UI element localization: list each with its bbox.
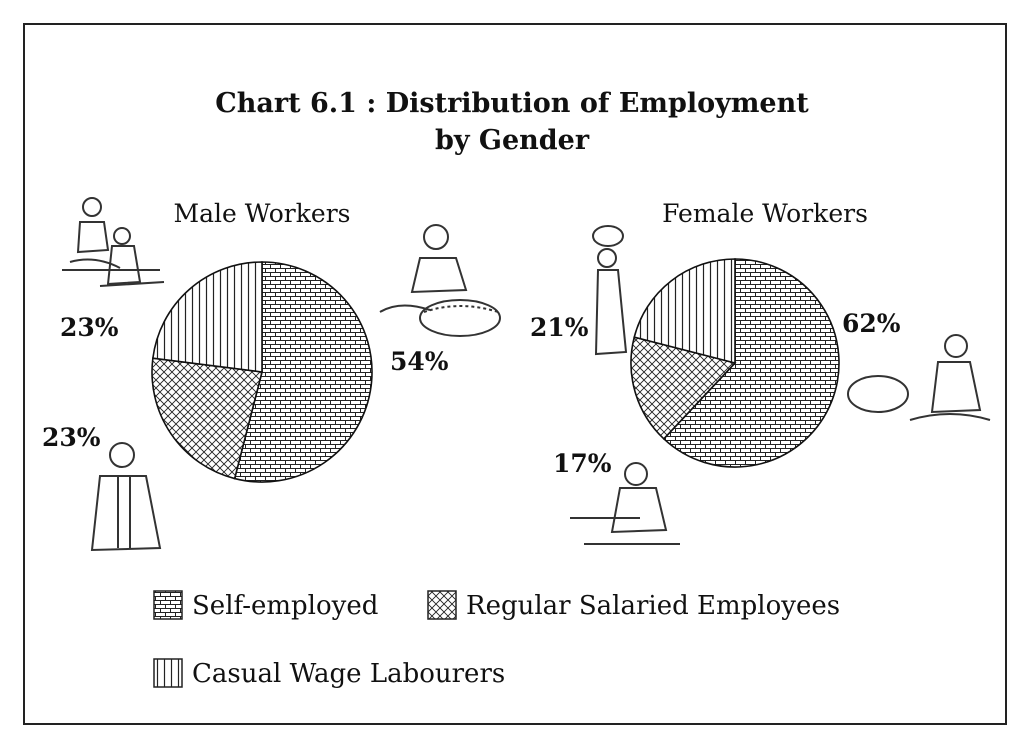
chart-title-line-2: by Gender (435, 125, 590, 156)
female-pie-slice-regular-salaried (630, 336, 737, 440)
male-self-employed-label: 54% (390, 347, 449, 376)
female-casual-wage-label: 21% (530, 313, 589, 342)
male-regular-salaried-label: 23% (42, 423, 101, 452)
male-pie-slice-casual-wage (151, 261, 263, 373)
legend-swatch-regular-salaried (427, 590, 457, 620)
female-regular-salaried-label: 17% (553, 449, 612, 478)
seated-workers-illustration (62, 197, 165, 287)
basket-vendor-illustration (379, 224, 501, 337)
male-pie-title: Male Workers (174, 199, 351, 228)
female-workers-pie (630, 258, 840, 468)
clerk-woman-illustration (570, 462, 680, 545)
legend-label-self-employed: Self-employed (192, 591, 378, 621)
female-pie-title: Female Workers (662, 199, 868, 228)
water-carrier-illustration (592, 225, 628, 356)
chart-title-line-1: Chart 6.1 : Distribution of Employment (215, 88, 809, 119)
male-pie-slice-regular-salaried (151, 357, 264, 480)
female-pie-slice-casual-wage (633, 258, 736, 365)
female-self-employed-label: 62% (842, 309, 901, 338)
legend-label-regular-salaried: Regular Salaried Employees (466, 591, 840, 621)
male-workers-pie (151, 261, 373, 483)
legend: Self-employed Regular Salaried Employees… (153, 590, 840, 689)
legend-swatch-self-employed (153, 590, 183, 620)
male-casual-wage-label: 23% (60, 313, 119, 342)
standing-worker-illustration (90, 442, 162, 552)
legend-label-casual-wage: Casual Wage Labourers (192, 659, 505, 689)
female-pie-slice-self-employed (662, 258, 840, 468)
legend-swatch-casual-wage (153, 658, 183, 688)
male-pie-slice-self-employed (233, 261, 373, 483)
seated-woman-illustration (847, 334, 991, 421)
